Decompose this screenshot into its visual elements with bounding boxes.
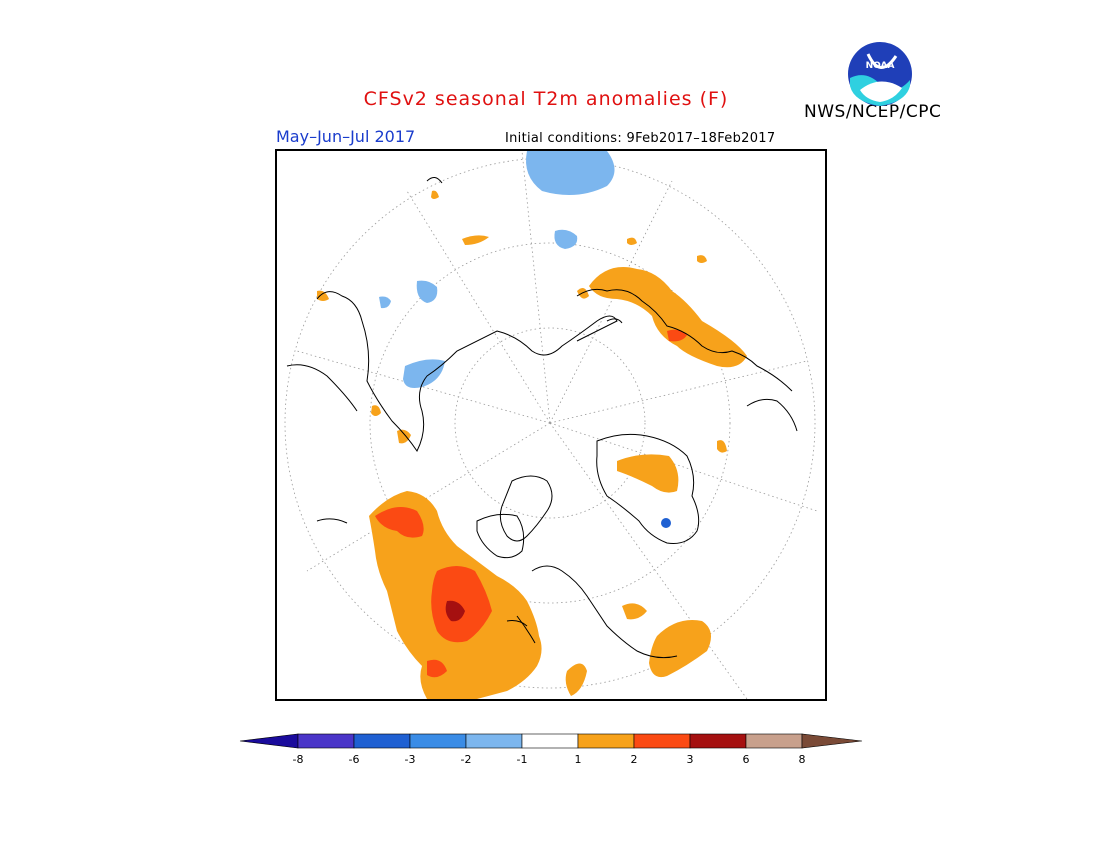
legend-tick-label: 1 [574,753,582,766]
legend-box [465,733,523,749]
legend-tick-label: -3 [404,753,416,766]
legend-box [353,733,411,749]
cold-anomaly-north-pacific [526,151,615,195]
logo-text: NOAA [866,61,895,71]
legend-tick-label: -2 [460,753,472,766]
legend-tick-label: -8 [292,753,304,766]
cold-anomaly-regions [379,151,671,528]
legend-box [633,733,691,749]
legend-tick-label: 8 [798,753,806,766]
warm-anomaly-level2-central [431,566,492,643]
warm-anomaly-level2-north [375,507,424,538]
legend-arrow-left [239,733,299,749]
legend-bar [239,733,863,749]
color-legend [238,730,863,780]
warm-anomaly-central-asia [649,620,711,678]
warm-anomaly-regions [317,190,747,699]
cold-anomaly-greenland-spot [661,518,671,528]
legend-box [689,733,747,749]
initial-conditions: Initial conditions: 9Feb2017–18Feb2017 [505,131,776,146]
legend-tick-label: 2 [630,753,638,766]
legend-tick-label: 3 [686,753,694,766]
noaa-logo: NOAA [846,40,914,108]
legend-box [745,733,803,749]
forecast-period: May–Jun–Jul 2017 [276,127,416,146]
coastlines [286,177,798,659]
legend-box [577,733,635,749]
warm-anomaly-level3 [445,600,465,622]
legend-tick-label: 6 [742,753,750,766]
legend-arrow-right [801,733,863,749]
polar-map [275,149,827,701]
legend-box [521,733,579,749]
legend-tick-label: -1 [516,753,528,766]
map-title: CFSv2 seasonal T2m anomalies (F) [363,88,729,110]
legend-tick-label: -6 [348,753,360,766]
lat-lon-grid [284,151,818,699]
legend-box [297,733,355,749]
legend-box [409,733,467,749]
agency-label: NWS/NCEP/CPC [804,102,942,122]
